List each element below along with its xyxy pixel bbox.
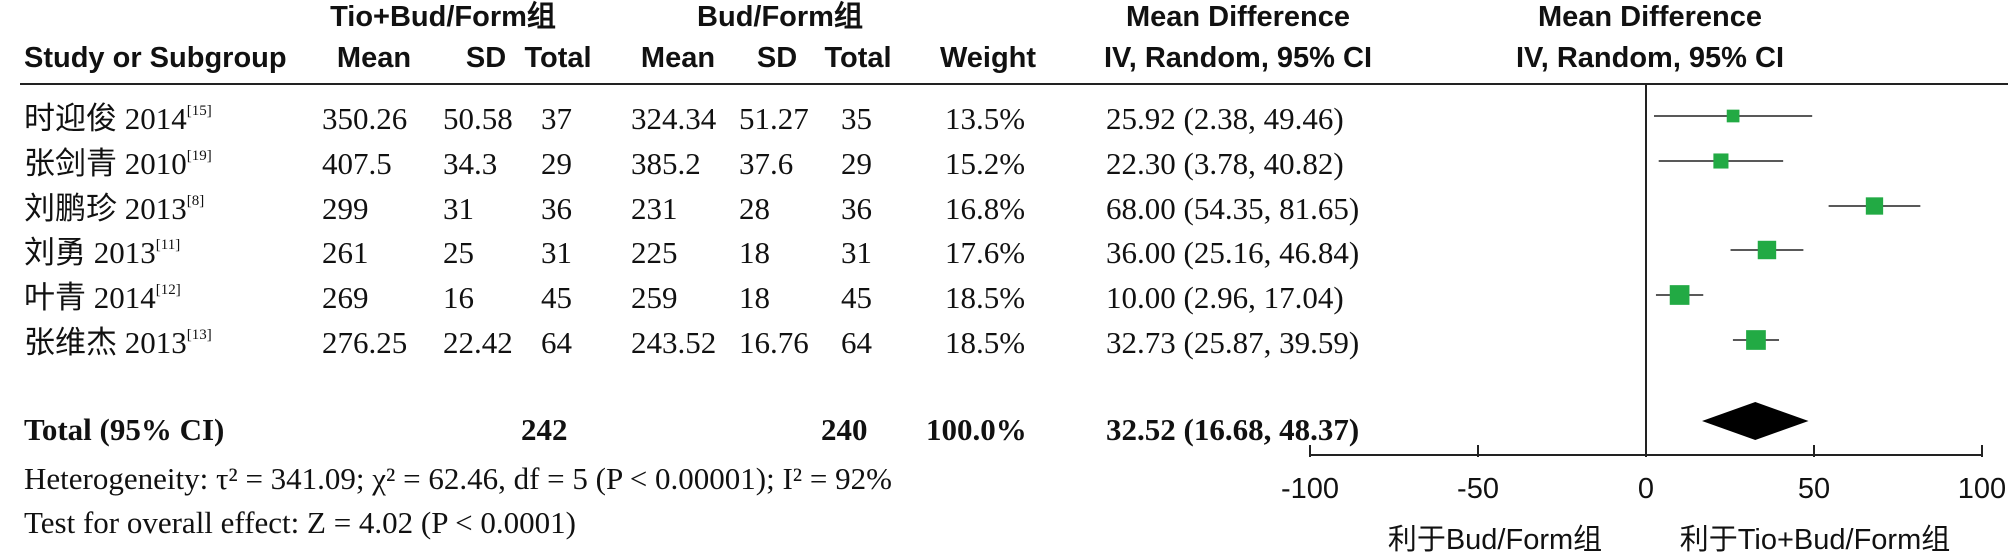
study-ci: 36.00 (25.16, 46.84) — [1106, 235, 1360, 270]
study-weight: 17.6% — [945, 235, 1026, 270]
study-sd2: 18 — [739, 280, 770, 315]
effect-marker — [1669, 285, 1690, 305]
total-ci: 32.52 (16.68, 48.37) — [1106, 412, 1360, 447]
study-sd1: 31 — [443, 191, 474, 226]
study-name: 时迎俊 2014[15] — [24, 101, 212, 136]
col-sd1-header: SD — [465, 42, 507, 74]
study-mean1: 299 — [322, 191, 369, 226]
study-n2: 36 — [841, 191, 872, 226]
study-mean1: 276.25 — [322, 325, 408, 360]
total-weight: 100.0% — [926, 412, 1027, 447]
x-axis-tick-label: 100 — [1958, 473, 2006, 505]
x-axis-tick-label: -100 — [1281, 473, 1339, 505]
study-sd2: 37.6 — [739, 146, 794, 181]
col-sd2-header: SD — [756, 42, 798, 74]
col-ci-plot-header: IV, Random, 95% CI — [1515, 42, 1785, 74]
study-n2: 35 — [841, 101, 872, 136]
favours-right-label: 利于Tio+Bud/Form组 — [1679, 524, 1951, 556]
col-mean1-header: Mean — [336, 42, 412, 74]
x-axis-tick-label: 0 — [1638, 473, 1654, 505]
effect-marker — [1746, 330, 1766, 350]
header-separator — [20, 83, 2008, 85]
study-sd2: 51.27 — [739, 101, 809, 136]
study-name: 刘勇 2013[11] — [24, 235, 181, 270]
study-n1: 31 — [541, 235, 572, 270]
md-header: Mean Difference — [1125, 1, 1351, 33]
total-n2: 240 — [821, 412, 868, 447]
total-label: Total (95% CI) — [24, 412, 225, 447]
study-sd1: 25 — [443, 235, 474, 270]
study-mean1: 261 — [322, 235, 369, 270]
study-name: 刘鹏珍 2013[8] — [24, 191, 205, 226]
study-n2: 29 — [841, 146, 872, 181]
study-mean1: 407.5 — [322, 146, 392, 181]
total-n1: 242 — [521, 412, 568, 447]
summary-diamond — [1702, 402, 1809, 440]
study-sd1: 34.3 — [443, 146, 498, 181]
study-n1: 37 — [541, 101, 572, 136]
study-name: 叶青 2014[12] — [24, 280, 181, 315]
col-mean2-header: Mean — [640, 42, 716, 74]
study-name: 张剑青 2010[19] — [24, 146, 212, 181]
study-sd1: 16 — [443, 280, 474, 315]
study-sd2: 28 — [739, 191, 770, 226]
study-n2: 64 — [841, 325, 872, 360]
study-mean1: 269 — [322, 280, 369, 315]
study-n1: 64 — [541, 325, 572, 360]
study-name: 张维杰 2013[13] — [24, 325, 212, 360]
study-mean2: 385.2 — [631, 146, 701, 181]
study-n1: 45 — [541, 280, 572, 315]
col-weight-header: Weight — [939, 42, 1037, 74]
study-n2: 45 — [841, 280, 872, 315]
col-study-header: Study or Subgroup — [24, 42, 287, 74]
effect-marker — [1865, 197, 1884, 215]
study-mean2: 324.34 — [631, 101, 717, 136]
study-n1: 36 — [541, 191, 572, 226]
study-ci: 10.00 (2.96, 17.04) — [1106, 280, 1344, 315]
effect-marker — [1757, 240, 1777, 260]
overall-effect-text: Test for overall effect: Z = 4.02 (P < 0… — [24, 505, 576, 540]
x-axis-tick-label: -50 — [1457, 473, 1499, 505]
study-n1: 29 — [541, 146, 572, 181]
heterogeneity-text: Heterogeneity: τ² = 341.09; χ² = 62.46, … — [24, 461, 892, 496]
md-plot-header: Mean Difference — [1537, 1, 1763, 33]
study-ci: 25.92 (2.38, 49.46) — [1106, 101, 1344, 136]
study-weight: 16.8% — [945, 191, 1026, 226]
x-axis-tick-label: 50 — [1798, 473, 1830, 505]
study-weight: 15.2% — [945, 146, 1026, 181]
col-ci-header: IV, Random, 95% CI — [1103, 42, 1373, 74]
group2-header: Bud/Form组 — [697, 1, 863, 33]
study-mean2: 225 — [631, 235, 678, 270]
study-ci: 68.00 (54.35, 81.65) — [1106, 191, 1360, 226]
study-weight: 13.5% — [945, 101, 1026, 136]
study-mean2: 231 — [631, 191, 678, 226]
study-mean2: 243.52 — [631, 325, 717, 360]
favours-left-label: 利于Bud/Form组 — [1387, 524, 1603, 556]
study-ci: 32.73 (25.87, 39.59) — [1106, 325, 1360, 360]
study-mean2: 259 — [631, 280, 678, 315]
study-sd1: 22.42 — [443, 325, 513, 360]
effect-marker — [1713, 153, 1729, 169]
study-sd1: 50.58 — [443, 101, 513, 136]
study-ci: 22.30 (3.78, 40.82) — [1106, 146, 1344, 181]
study-sd2: 18 — [739, 235, 770, 270]
study-n2: 31 — [841, 235, 872, 270]
col-total2-header: Total — [824, 42, 892, 74]
col-total1-header: Total — [524, 42, 592, 74]
effect-marker — [1726, 109, 1740, 123]
study-weight: 18.5% — [945, 325, 1026, 360]
study-weight: 18.5% — [945, 280, 1026, 315]
study-mean1: 350.26 — [322, 101, 408, 136]
group1-header: Tio+Bud/Form组 — [330, 1, 556, 33]
study-sd2: 16.76 — [739, 325, 809, 360]
